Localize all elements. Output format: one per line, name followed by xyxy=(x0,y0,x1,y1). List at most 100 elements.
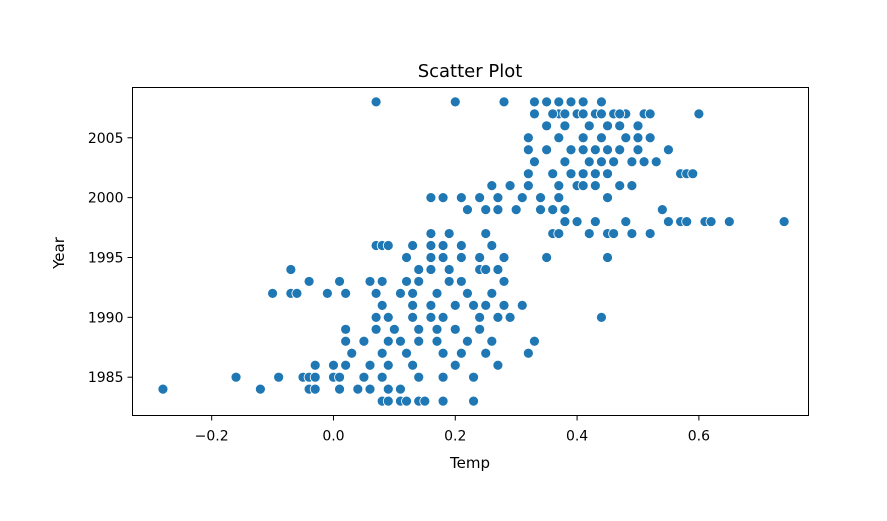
data-point xyxy=(449,299,461,311)
data-point xyxy=(602,168,613,180)
data-point xyxy=(583,120,595,132)
data-point xyxy=(522,168,534,180)
data-point xyxy=(474,192,486,204)
data-point xyxy=(486,287,498,299)
data-point xyxy=(157,383,169,395)
data-point xyxy=(437,192,449,204)
data-point xyxy=(468,299,479,311)
y-tick-label: 1985 xyxy=(88,370,124,386)
data-point xyxy=(455,276,467,287)
data-point xyxy=(577,180,589,192)
data-point xyxy=(663,144,674,156)
y-tick-label: 2000 xyxy=(88,191,124,207)
data-point xyxy=(608,156,620,168)
data-point xyxy=(498,276,510,287)
data-point xyxy=(334,371,345,383)
data-point xyxy=(644,132,656,144)
data-point xyxy=(602,120,613,132)
data-point xyxy=(492,192,504,204)
data-point xyxy=(425,240,437,251)
data-point xyxy=(596,156,607,168)
data-point xyxy=(504,180,516,192)
data-point xyxy=(382,395,394,407)
data-point xyxy=(340,323,352,335)
data-point xyxy=(328,359,339,371)
data-point xyxy=(370,96,382,108)
data-point xyxy=(626,156,638,168)
data-point xyxy=(529,96,540,108)
data-point xyxy=(541,120,553,132)
data-point xyxy=(614,180,626,192)
data-point xyxy=(681,216,693,227)
data-point xyxy=(303,276,315,287)
x-tick-label: 0.2 xyxy=(444,429,466,445)
data-point xyxy=(462,335,473,347)
data-point xyxy=(285,264,297,275)
data-point xyxy=(541,144,553,156)
data-point xyxy=(778,216,790,227)
chart-title: Scatter Plot xyxy=(418,61,523,82)
data-point xyxy=(596,96,607,108)
data-point xyxy=(407,240,419,251)
data-point xyxy=(596,108,607,120)
data-point xyxy=(480,264,492,275)
data-point xyxy=(492,311,504,323)
data-point xyxy=(577,132,589,144)
data-point xyxy=(480,299,492,311)
data-point xyxy=(382,359,394,371)
data-point xyxy=(425,264,437,275)
data-point xyxy=(334,276,345,287)
data-point xyxy=(553,180,565,192)
data-point xyxy=(425,299,437,311)
data-point xyxy=(589,180,601,192)
data-point xyxy=(486,240,498,251)
data-point xyxy=(364,276,376,287)
data-point xyxy=(529,156,540,168)
data-point xyxy=(413,371,425,383)
data-point xyxy=(644,228,656,239)
data-point xyxy=(382,240,394,251)
data-point xyxy=(407,311,419,323)
data-point xyxy=(687,168,699,180)
data-point xyxy=(553,96,565,108)
data-point xyxy=(443,264,455,275)
data-point xyxy=(559,156,571,168)
data-point xyxy=(547,204,559,216)
data-point xyxy=(358,335,370,347)
data-point xyxy=(498,299,510,311)
data-point xyxy=(626,180,638,192)
data-point xyxy=(559,204,571,216)
data-point xyxy=(547,108,559,120)
data-point xyxy=(535,204,546,216)
data-point xyxy=(254,383,266,395)
data-point xyxy=(437,311,449,323)
data-point xyxy=(602,252,613,263)
data-point xyxy=(492,359,504,371)
data-point xyxy=(437,252,449,263)
data-point xyxy=(431,323,443,335)
data-point xyxy=(401,395,412,407)
data-point xyxy=(413,264,425,275)
data-point xyxy=(395,335,406,347)
data-point xyxy=(486,180,498,192)
data-point xyxy=(340,359,352,371)
data-point xyxy=(370,287,382,299)
data-point xyxy=(614,120,626,132)
data-point xyxy=(486,335,498,347)
data-point xyxy=(462,287,473,299)
data-point xyxy=(382,383,394,395)
data-point xyxy=(388,323,400,335)
data-point xyxy=(401,252,412,263)
data-point xyxy=(632,132,644,144)
data-point xyxy=(425,252,437,263)
x-axis-ticks: −0.2 0.0 0.2 0.4 0.6 xyxy=(195,415,710,445)
data-point xyxy=(437,347,449,359)
data-point xyxy=(535,192,546,204)
data-point xyxy=(382,335,394,347)
data-point xyxy=(559,120,571,132)
x-tick-label: 0.0 xyxy=(322,429,344,445)
data-point xyxy=(407,359,419,371)
data-point xyxy=(230,371,242,383)
data-point xyxy=(656,204,668,216)
data-point xyxy=(376,276,388,287)
